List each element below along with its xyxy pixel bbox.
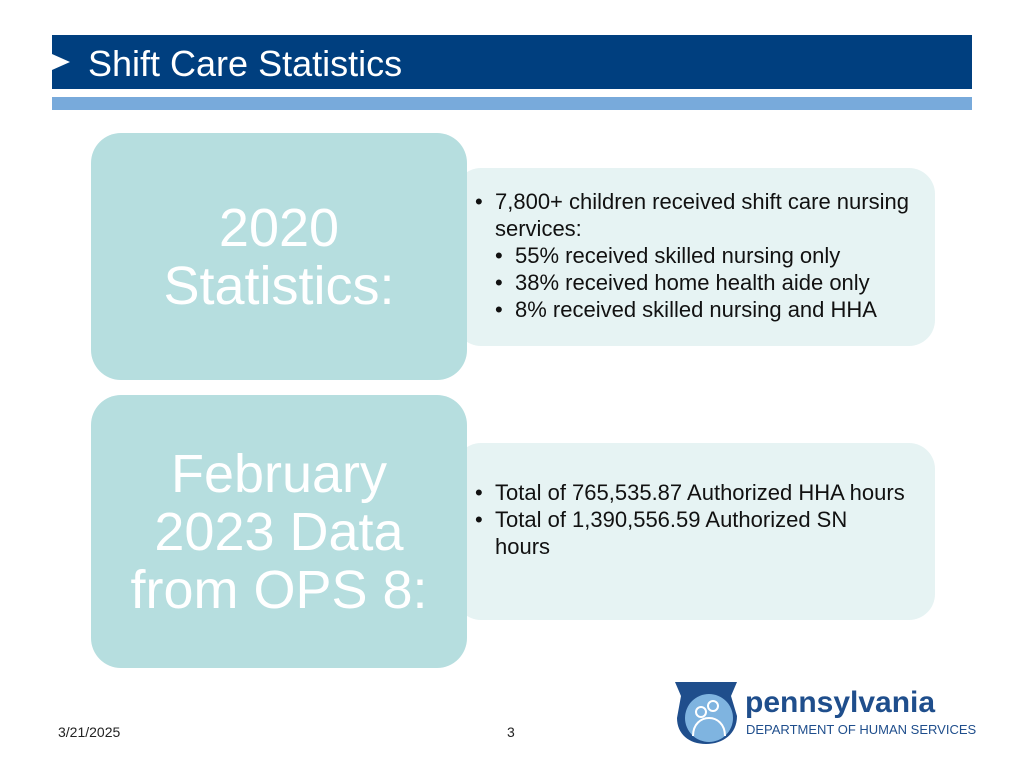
sub-bullet: 55% received skilled nursing only <box>495 242 925 269</box>
page-number: 3 <box>507 724 515 740</box>
keystone-family-icon <box>675 682 737 744</box>
sub-bullet: 8% received skilled nursing and HHA <box>495 296 925 323</box>
dhs-logo: pennsylvania DEPARTMENT OF HUMAN SERVICE… <box>673 680 983 750</box>
arrow-icon <box>52 54 70 70</box>
bullet: Total of 1,390,556.59 Authorized SN hour… <box>475 506 905 560</box>
accent-strip <box>52 97 972 110</box>
bullet: 7,800+ children received shift care nurs… <box>475 188 925 323</box>
footer-date: 3/21/2025 <box>58 724 121 740</box>
stats-2020-content: 7,800+ children received shift care nurs… <box>455 168 935 346</box>
stats-2020-heading: 2020 Statistics: <box>91 133 467 380</box>
bullet: Total of 765,535.87 Authorized HHA hours <box>475 479 905 506</box>
sub-bullet: 38% received home health aide only <box>495 269 925 296</box>
ops8-content: Total of 765,535.87 Authorized HHA hours… <box>455 443 935 620</box>
slide-title: Shift Care Statistics <box>88 43 403 84</box>
title-bar: Shift Care Statistics <box>52 35 972 89</box>
ops8-heading: February 2023 Data from OPS 8: <box>91 395 467 668</box>
